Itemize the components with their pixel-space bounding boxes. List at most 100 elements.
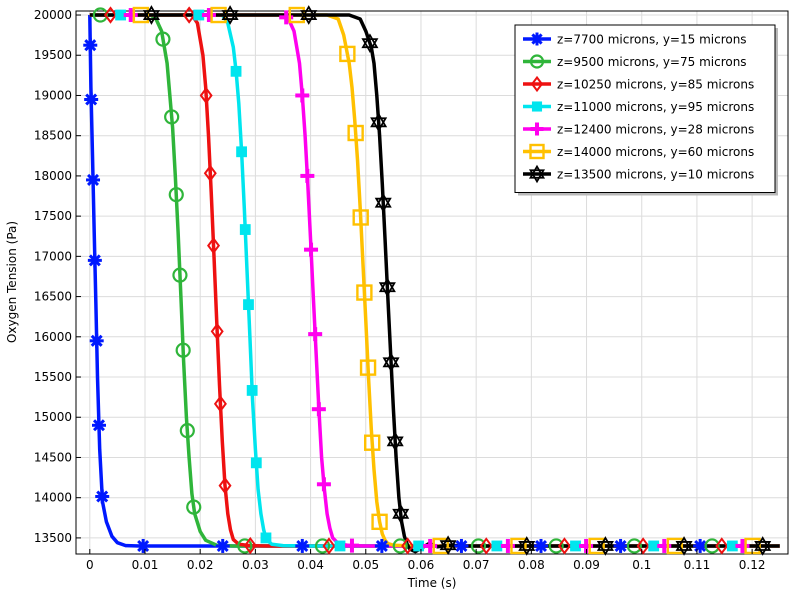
y-tick-label: 16500 [34, 290, 72, 304]
data-marker [588, 537, 605, 555]
data-marker [613, 538, 628, 553]
y-axis-title: Oxygen Tension (Pa) [5, 221, 19, 343]
y-tick-label: 17500 [34, 209, 72, 223]
legend-box [514, 24, 776, 193]
data-marker [250, 457, 262, 469]
legend-label: z=9500 microns, y=75 microns [557, 55, 747, 69]
data-marker [314, 538, 331, 554]
data-marker [529, 143, 545, 160]
data-marker [260, 532, 272, 544]
x-tick-label: 0.08 [518, 558, 545, 572]
data-marker [530, 32, 544, 46]
data-marker [344, 538, 359, 553]
y-tick-label: 15000 [34, 410, 72, 424]
data-marker [172, 267, 188, 283]
legend-item: z=12400 microns, y=28 microns [523, 122, 754, 137]
tick-layer: 0 0.01 0.02 0.03 0.04 0.05 0.06 0.07 0.08 0.09 0.1… [34, 8, 766, 572]
data-marker [179, 423, 195, 439]
data-marker [237, 538, 253, 554]
y-tick-label: 16000 [34, 330, 72, 344]
x-tick-label: 0.12 [739, 558, 766, 572]
data-marker [210, 322, 224, 341]
plot-area-border [75, 10, 789, 555]
data-marker [213, 395, 227, 413]
data-marker [704, 538, 720, 554]
x-tick-label: 0.04 [297, 558, 324, 572]
data-marker [243, 299, 254, 311]
y-tick-label: 15500 [34, 370, 72, 384]
data-marker [215, 538, 230, 553]
data-marker [374, 192, 392, 213]
data-marker [83, 38, 98, 53]
data-marker [370, 112, 388, 133]
data-marker [95, 489, 110, 504]
y-tick-label: 13500 [34, 531, 72, 545]
x-tick-label: 0.07 [463, 558, 490, 572]
legend: z=7700 microns, y=15 microns z=9500 micro… [514, 24, 778, 196]
x-tick-label: 0.09 [573, 558, 600, 572]
data-marker [479, 537, 493, 555]
data-marker [382, 352, 400, 373]
data-marker [378, 277, 396, 298]
data-marker [308, 327, 323, 342]
data-marker [230, 65, 242, 77]
y-tick-label: 17000 [34, 249, 72, 263]
data-marker [374, 538, 389, 553]
y-tick-label: 18000 [34, 169, 72, 183]
data-marker [304, 242, 319, 257]
data-marker [182, 6, 196, 24]
data-marker [596, 536, 614, 556]
data-marker [221, 5, 239, 25]
data-marker [123, 8, 138, 23]
data-marker [300, 168, 315, 183]
data-marker [636, 537, 650, 555]
x-tick-label: 0.06 [408, 558, 435, 572]
marker-layer [83, 5, 772, 556]
data-marker [87, 253, 102, 268]
data-marker [364, 434, 381, 451]
data-marker [735, 538, 750, 553]
data-marker [300, 5, 318, 25]
data-marker [168, 187, 184, 203]
data-marker [246, 385, 258, 396]
x-tick-label: 0.1 [632, 558, 651, 572]
y-tick-label: 14500 [34, 450, 72, 464]
data-marker [218, 476, 232, 495]
data-marker [518, 536, 536, 556]
data-marker [201, 8, 216, 23]
legend-item: z=14000 microns, y=60 microns [523, 143, 754, 160]
data-marker [132, 6, 150, 24]
y-tick-label: 19000 [34, 88, 72, 102]
legend-item: z=10250 microns, y=85 microns [523, 75, 754, 93]
data-marker [186, 499, 202, 515]
data-marker [530, 122, 544, 136]
data-marker [530, 75, 544, 93]
x-tick-label: 0.11 [684, 558, 711, 572]
data-marker [89, 333, 104, 348]
data-marker [136, 538, 151, 553]
data-marker [392, 538, 408, 554]
y-tick-label: 18500 [34, 129, 72, 143]
plot-frame [75, 10, 789, 555]
legend-label: z=14000 microns, y=60 microns [557, 145, 754, 159]
legend-label: z=11000 microns, y=95 microns [557, 100, 754, 114]
data-marker [352, 209, 369, 226]
data-marker [439, 535, 457, 556]
data-marker [510, 537, 527, 555]
data-marker [557, 537, 571, 555]
data-marker [715, 537, 729, 555]
data-marker [359, 359, 377, 376]
data-marker [432, 537, 449, 555]
data-marker [392, 503, 410, 524]
data-marker [199, 86, 213, 105]
data-marker [86, 172, 101, 187]
data-marker [239, 224, 251, 235]
y-tick-label: 14000 [34, 491, 72, 505]
y-tick-label: 19500 [34, 48, 72, 62]
legend-item: z=13500 microns, y=10 microns [523, 164, 754, 184]
data-marker [371, 513, 388, 531]
y-tick-label: 20000 [34, 8, 72, 22]
data-marker [203, 164, 217, 182]
data-marker [529, 54, 545, 69]
